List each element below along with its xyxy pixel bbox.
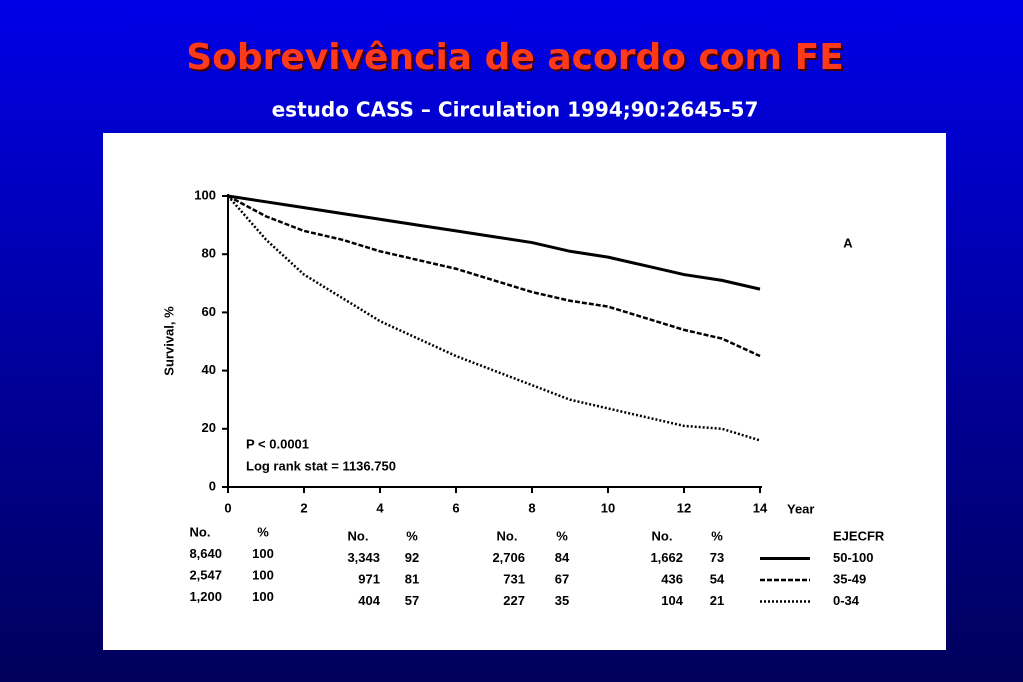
table-cell: 57 bbox=[405, 593, 419, 608]
y-tick-label: 0 bbox=[209, 478, 216, 493]
table-cell: 227 bbox=[503, 593, 525, 608]
table-header: No. bbox=[652, 528, 673, 543]
chart-title: Sobrevivência de acordo com FE bbox=[186, 37, 844, 78]
survival-line bbox=[227, 194, 761, 358]
table-cell: 35 bbox=[555, 593, 569, 608]
x-tick-label: 0 bbox=[224, 500, 231, 515]
y-tick-label: 100 bbox=[194, 187, 216, 202]
annotation: Log rank stat = 1136.750 bbox=[246, 458, 396, 473]
subtitle: estudo CASS – Circulation 1994;90:2645-5… bbox=[272, 98, 759, 122]
table-cell: 92 bbox=[405, 550, 419, 565]
table-cell: 404 bbox=[358, 593, 380, 608]
figure-panel bbox=[103, 133, 946, 650]
table-cell: 84 bbox=[555, 550, 570, 565]
table-header: No. bbox=[497, 528, 518, 543]
x-tick-label: 2 bbox=[300, 500, 307, 515]
table-cell: 104 bbox=[661, 593, 683, 608]
x-tick-label: 10 bbox=[601, 500, 615, 515]
x-tick-label: 8 bbox=[528, 500, 535, 515]
y-tick-label: 60 bbox=[202, 304, 216, 319]
table-cell: 21 bbox=[710, 593, 724, 608]
table-cell: 2,547 bbox=[189, 567, 222, 582]
x-axis-label: Year bbox=[787, 501, 814, 516]
table-cell: 1,662 bbox=[650, 550, 683, 565]
table-cell: 100 bbox=[252, 546, 274, 561]
table-cell: 436 bbox=[661, 571, 683, 586]
x-tick-label: 6 bbox=[452, 500, 459, 515]
table-header: No. bbox=[348, 528, 369, 543]
table-cell: 73 bbox=[710, 550, 724, 565]
table-cell: 100 bbox=[252, 567, 274, 582]
table-header: No. bbox=[190, 524, 211, 539]
y-tick-label: 40 bbox=[202, 362, 216, 377]
table-cell: 54 bbox=[710, 571, 725, 586]
table-cell: 731 bbox=[503, 571, 525, 586]
table-cell: 67 bbox=[555, 571, 569, 586]
table-cell: 100 bbox=[252, 589, 274, 604]
x-tick-label: 12 bbox=[677, 500, 691, 515]
legend-header: EJECFR bbox=[833, 528, 885, 543]
y-tick-label: 80 bbox=[202, 246, 216, 261]
legend-label: 0-34 bbox=[833, 593, 860, 608]
table-cell: 971 bbox=[358, 571, 380, 586]
y-axis-label: Survival, % bbox=[161, 306, 176, 376]
table-cell: 1,200 bbox=[189, 589, 222, 604]
y-tick-label: 20 bbox=[202, 420, 216, 435]
table-header: % bbox=[556, 528, 568, 543]
title-shadow: Sobrevivência de acordo com FE bbox=[188, 39, 846, 80]
survival-line bbox=[227, 195, 761, 442]
table-cell: 2,706 bbox=[492, 550, 525, 565]
legend-label: 35-49 bbox=[833, 571, 866, 586]
panel-label: A bbox=[843, 235, 853, 250]
annotation: P < 0.0001 bbox=[246, 436, 309, 451]
x-tick-label: 14 bbox=[753, 500, 768, 515]
table-header: % bbox=[406, 528, 418, 543]
legend-label: 50-100 bbox=[833, 550, 873, 565]
table-cell: 81 bbox=[405, 571, 419, 586]
table-header: % bbox=[711, 528, 723, 543]
x-tick-label: 4 bbox=[376, 500, 384, 515]
table-cell: 8,640 bbox=[189, 546, 222, 561]
survival-line bbox=[227, 194, 761, 291]
table-cell: 3,343 bbox=[347, 550, 380, 565]
table-header: % bbox=[257, 524, 269, 539]
